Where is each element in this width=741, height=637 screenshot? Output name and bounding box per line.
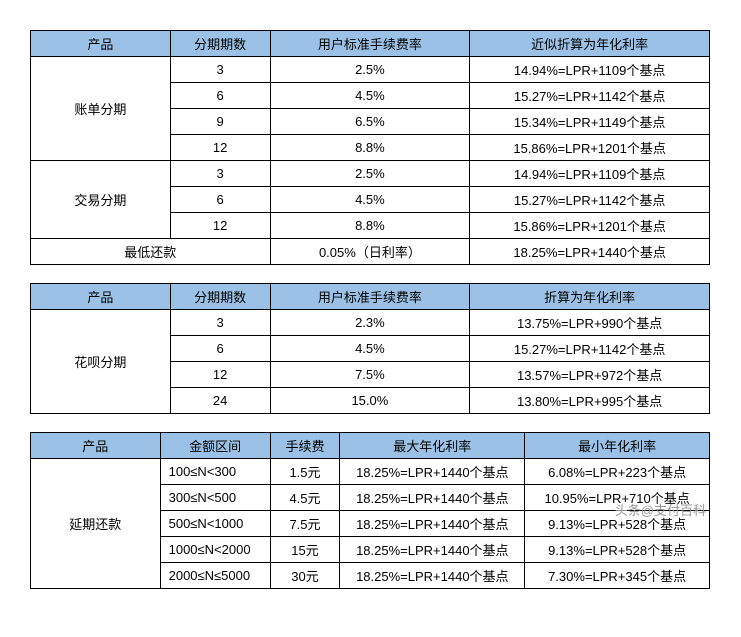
fee-cell: 7.5% [270,362,470,388]
fee-cell: 4.5% [270,187,470,213]
apr-cell: 13.80%=LPR+995个基点 [470,388,710,414]
range-cell: 500≤N<1000 [160,511,270,537]
min-cell: 6.08%=LPR+223个基点 [525,459,710,485]
max-cell: 18.25%=LPR+1440个基点 [340,537,525,563]
footer-apr: 18.25%=LPR+1440个基点 [470,239,710,265]
product-cell: 账单分期 [31,57,171,161]
periods-cell: 6 [170,187,270,213]
periods-cell: 24 [170,388,270,414]
fee-cell: 7.5元 [270,511,340,537]
fee-cell: 4.5% [270,83,470,109]
table-footer-row: 最低还款 0.05%（日利率） 18.25%=LPR+1440个基点 [31,239,710,265]
col-apr: 折算为年化利率 [470,284,710,310]
max-cell: 18.25%=LPR+1440个基点 [340,485,525,511]
footer-label: 最低还款 [31,239,271,265]
fee-cell: 30元 [270,563,340,589]
apr-cell: 15.34%=LPR+1149个基点 [470,109,710,135]
apr-cell: 15.27%=LPR+1142个基点 [470,187,710,213]
apr-cell: 15.27%=LPR+1142个基点 [470,83,710,109]
periods-cell: 6 [170,83,270,109]
table-header-row: 产品 分期期数 用户标准手续费率 近似折算为年化利率 [31,31,710,57]
apr-cell: 15.86%=LPR+1201个基点 [470,213,710,239]
apr-cell: 13.57%=LPR+972个基点 [470,362,710,388]
apr-cell: 15.27%=LPR+1142个基点 [470,336,710,362]
periods-cell: 3 [170,57,270,83]
min-cell: 9.13%=LPR+528个基点 [525,537,710,563]
product-cell: 交易分期 [31,161,171,239]
fee-cell: 2.5% [270,161,470,187]
col-fee: 用户标准手续费率 [270,31,470,57]
range-cell: 1000≤N<2000 [160,537,270,563]
col-fee: 手续费 [270,433,340,459]
fee-cell: 15.0% [270,388,470,414]
table-installment-1: 产品 分期期数 用户标准手续费率 近似折算为年化利率 账单分期 3 2.5% 1… [30,30,710,265]
table-row: 花呗分期 3 2.3% 13.75%=LPR+990个基点 [31,310,710,336]
fee-cell: 2.5% [270,57,470,83]
col-product: 产品 [31,433,161,459]
fee-cell: 4.5% [270,336,470,362]
col-fee: 用户标准手续费率 [270,284,470,310]
periods-cell: 6 [170,336,270,362]
range-cell: 2000≤N≤5000 [160,563,270,589]
min-cell: 7.30%=LPR+345个基点 [525,563,710,589]
col-min: 最小年化利率 [525,433,710,459]
watermark-text: 头条@支付百科 [615,500,706,519]
periods-cell: 3 [170,161,270,187]
max-cell: 18.25%=LPR+1440个基点 [340,563,525,589]
fee-cell: 6.5% [270,109,470,135]
apr-cell: 14.94%=LPR+1109个基点 [470,161,710,187]
table-row: 交易分期 3 2.5% 14.94%=LPR+1109个基点 [31,161,710,187]
col-range: 金额区间 [160,433,270,459]
apr-cell: 14.94%=LPR+1109个基点 [470,57,710,83]
fee-cell: 1.5元 [270,459,340,485]
table-row: 延期还款 100≤N<300 1.5元 18.25%=LPR+1440个基点 6… [31,459,710,485]
table-header-row: 产品 金额区间 手续费 最大年化利率 最小年化利率 [31,433,710,459]
col-max: 最大年化利率 [340,433,525,459]
table-deferred: 产品 金额区间 手续费 最大年化利率 最小年化利率 延期还款 100≤N<300… [30,432,710,589]
periods-cell: 12 [170,213,270,239]
col-periods: 分期期数 [170,31,270,57]
max-cell: 18.25%=LPR+1440个基点 [340,459,525,485]
periods-cell: 12 [170,135,270,161]
periods-cell: 12 [170,362,270,388]
max-cell: 18.25%=LPR+1440个基点 [340,511,525,537]
range-cell: 100≤N<300 [160,459,270,485]
fee-cell: 2.3% [270,310,470,336]
footer-fee: 0.05%（日利率） [270,239,470,265]
apr-cell: 13.75%=LPR+990个基点 [470,310,710,336]
col-product: 产品 [31,284,171,310]
product-cell: 花呗分期 [31,310,171,414]
col-product: 产品 [31,31,171,57]
periods-cell: 3 [170,310,270,336]
col-periods: 分期期数 [170,284,270,310]
fee-cell: 8.8% [270,135,470,161]
col-apr: 近似折算为年化利率 [470,31,710,57]
product-cell: 延期还款 [31,459,161,589]
table-huabei: 产品 分期期数 用户标准手续费率 折算为年化利率 花呗分期 3 2.3% 13.… [30,283,710,414]
range-cell: 300≤N<500 [160,485,270,511]
periods-cell: 9 [170,109,270,135]
table-header-row: 产品 分期期数 用户标准手续费率 折算为年化利率 [31,284,710,310]
fee-cell: 4.5元 [270,485,340,511]
table-row: 账单分期 3 2.5% 14.94%=LPR+1109个基点 [31,57,710,83]
fee-cell: 8.8% [270,213,470,239]
fee-cell: 15元 [270,537,340,563]
apr-cell: 15.86%=LPR+1201个基点 [470,135,710,161]
